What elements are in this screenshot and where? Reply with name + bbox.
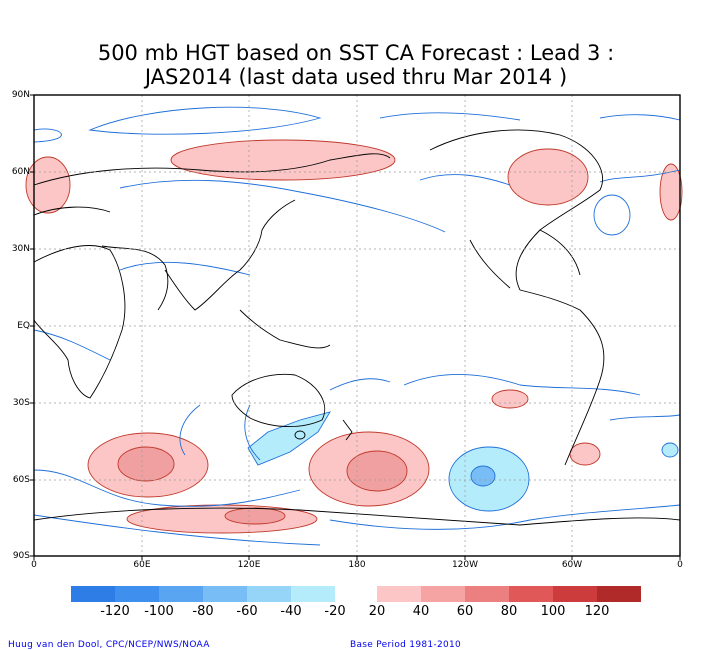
colorbar-label-positive: 80 <box>500 604 518 619</box>
colorbar-swatch-negative <box>203 586 247 602</box>
positive-anomaly-regions <box>25 139 683 534</box>
colorbar-swatch-positive <box>421 586 465 602</box>
lat-label-90s: 90S <box>12 551 30 561</box>
negative-anomaly-regions <box>247 411 679 512</box>
lon-label-180: 180 <box>348 560 366 570</box>
lat-label-90n: 90N <box>11 90 30 100</box>
colorbar-swatch-negative <box>291 586 335 602</box>
map-title-line2: JAS2014 (last data used thru Mar 2014 ) <box>144 65 568 89</box>
colorbar-label-positive: 40 <box>412 604 430 619</box>
lon-label-120w: 120W <box>451 560 479 570</box>
credit-author: Huug van den Dool, CPC/NCEP/NWS/NOAA <box>8 640 210 650</box>
lon-label-0: 0 <box>31 560 37 570</box>
map-title-line1: 500 mb HGT based on SST CA Forecast : Le… <box>97 41 615 65</box>
colorbar-label-positive: 20 <box>368 604 386 619</box>
graticule <box>34 95 680 556</box>
lat-label-30s: 30S <box>12 398 30 408</box>
colorbar-swatch-negative <box>247 586 291 602</box>
lat-label-60s: 60S <box>12 475 30 485</box>
colorbar-label-positive: 100 <box>540 604 566 619</box>
zero-contours <box>33 106 681 546</box>
colorbar-swatch-positive <box>377 586 421 602</box>
lon-label-60e: 60E <box>133 560 151 570</box>
colorbar-label-positive: 120 <box>584 604 610 619</box>
colorbar-swatch-negative <box>71 586 115 602</box>
lat-label-eq: EQ <box>17 321 30 331</box>
colorbar-label-negative: -100 <box>144 604 174 619</box>
colorbar-label-positive: 60 <box>456 604 474 619</box>
lon-label-60w: 60W <box>561 560 583 570</box>
colorbar-swatch-positive <box>465 586 509 602</box>
colorbar-swatch-negative <box>159 586 203 602</box>
colorbar-label-negative: -120 <box>100 604 130 619</box>
credit-base-period: Base Period 1981-2010 <box>350 640 462 650</box>
colorbar-label-negative: -40 <box>280 604 302 619</box>
colorbar-swatch-positive <box>553 586 597 602</box>
lon-label-120e: 120E <box>237 560 261 570</box>
colorbar-swatch-positive <box>597 586 641 602</box>
colorbar-label-negative: -80 <box>192 604 214 619</box>
lat-label-30n: 30N <box>11 244 30 254</box>
lon-label-0-east: 0 <box>677 560 683 570</box>
colorbar-label-negative: -60 <box>236 604 258 619</box>
coastlines <box>33 129 681 526</box>
colorbar-swatch-negative <box>115 586 159 602</box>
colorbar-label-negative: -20 <box>324 604 346 619</box>
lat-label-60n: 60N <box>11 167 30 177</box>
colorbar-swatch-positive <box>509 586 553 602</box>
